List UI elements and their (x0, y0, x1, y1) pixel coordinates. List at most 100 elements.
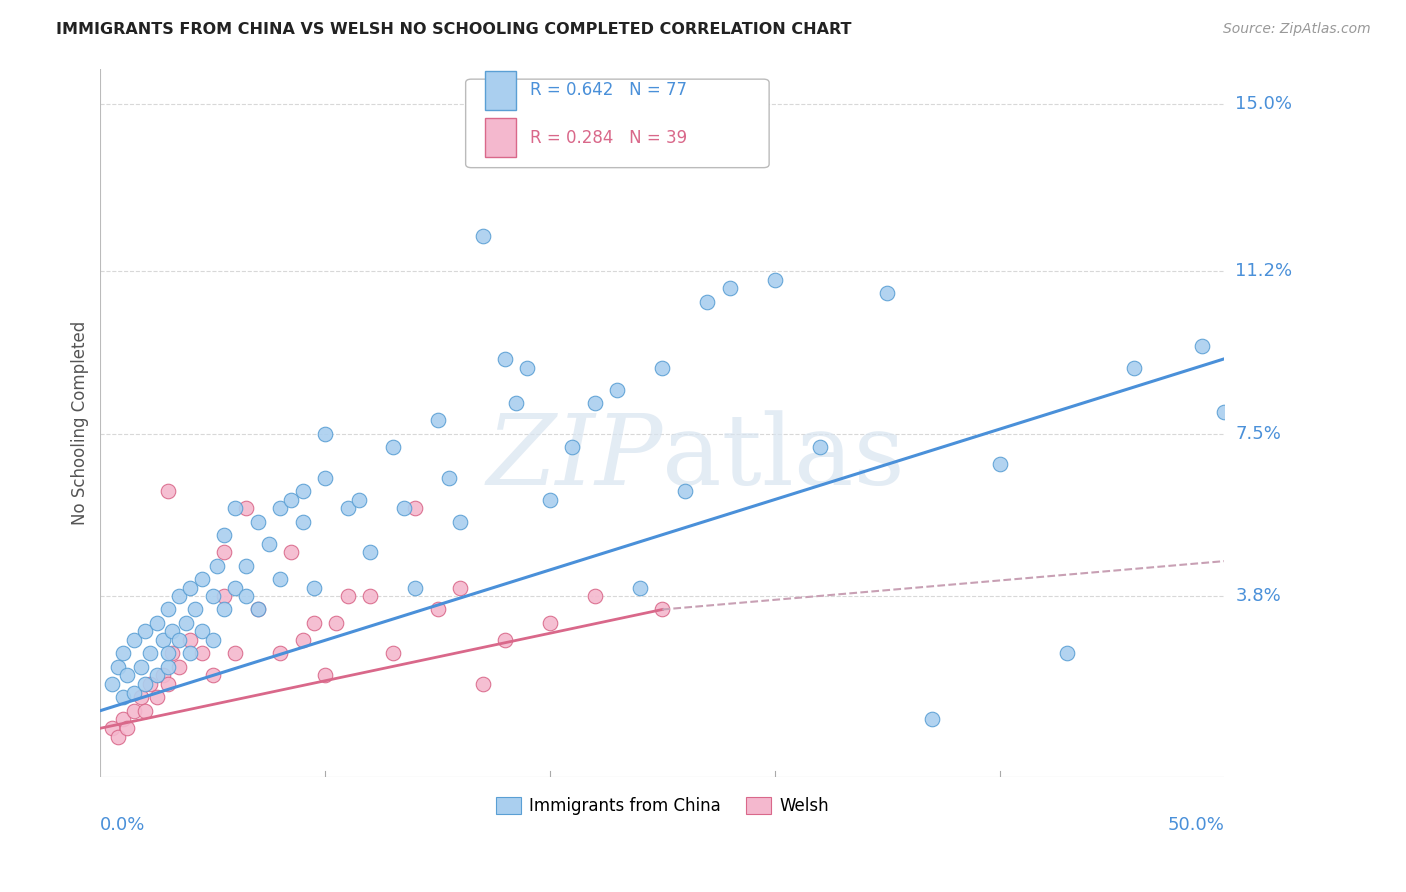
Point (336, 589, 359, 603)
Point (139, 677, 162, 691)
Point (763, 272, 786, 286)
Text: 3.8%: 3.8% (1236, 587, 1281, 606)
FancyBboxPatch shape (485, 70, 516, 110)
Point (359, 545, 381, 559)
Text: Source: ZipAtlas.com: Source: ZipAtlas.com (1223, 22, 1371, 37)
Point (1213, 404, 1236, 418)
Point (583, 396, 606, 410)
Point (449, 581, 471, 595)
Point (651, 360, 673, 375)
Point (718, 281, 741, 295)
Point (117, 721, 139, 735)
Point (673, 483, 696, 498)
Point (179, 633, 201, 648)
Point (134, 704, 156, 718)
Point (314, 426, 336, 441)
Point (156, 602, 179, 616)
Point (314, 470, 336, 484)
Point (269, 572, 291, 586)
Point (100, 677, 122, 691)
Text: ZIP: ZIP (486, 410, 662, 506)
Text: 7.5%: 7.5% (1236, 425, 1281, 442)
Point (134, 624, 156, 639)
Point (988, 458, 1011, 472)
Point (117, 668, 139, 682)
Point (179, 647, 201, 661)
Point (538, 492, 561, 507)
Point (404, 501, 426, 516)
Text: IMMIGRANTS FROM CHINA VS WELSH NO SCHOOLING COMPLETED CORRELATION CHART: IMMIGRANTS FROM CHINA VS WELSH NO SCHOOL… (56, 22, 852, 37)
Point (404, 581, 426, 595)
Point (583, 589, 606, 603)
Point (257, 536, 280, 550)
Point (302, 581, 325, 595)
Point (1123, 360, 1146, 375)
Point (212, 589, 235, 603)
Point (122, 633, 145, 648)
Point (235, 501, 257, 516)
Point (190, 572, 212, 586)
Y-axis label: No Schooling Completed: No Schooling Completed (72, 320, 89, 524)
Point (212, 527, 235, 541)
Point (190, 624, 212, 639)
FancyBboxPatch shape (485, 118, 516, 157)
Point (291, 483, 314, 498)
Point (111, 647, 134, 661)
Text: atlas: atlas (662, 410, 905, 506)
Point (162, 647, 184, 661)
Point (167, 589, 190, 603)
Point (201, 589, 224, 603)
Point (280, 492, 302, 507)
Point (224, 581, 246, 595)
Point (808, 440, 831, 454)
Text: R = 0.642   N = 77: R = 0.642 N = 77 (530, 81, 686, 99)
Point (235, 589, 257, 603)
Point (437, 470, 460, 484)
Text: 15.0%: 15.0% (1236, 95, 1292, 112)
Point (426, 602, 449, 616)
Point (628, 581, 651, 595)
FancyBboxPatch shape (465, 79, 769, 168)
Point (876, 285, 898, 300)
Point (184, 602, 207, 616)
Point (291, 515, 314, 529)
Point (280, 545, 302, 559)
Point (516, 360, 538, 375)
Point (201, 633, 224, 648)
Point (246, 602, 269, 616)
Point (129, 690, 152, 705)
Point (269, 647, 291, 661)
Point (325, 615, 347, 630)
Point (145, 690, 167, 705)
Point (224, 501, 246, 516)
Point (538, 615, 561, 630)
Point (1056, 647, 1078, 661)
Point (212, 545, 235, 559)
Legend: Immigrants from China, Welsh: Immigrants from China, Welsh (489, 790, 835, 822)
Point (156, 647, 179, 661)
Text: R = 0.284   N = 39: R = 0.284 N = 39 (530, 128, 688, 146)
Point (269, 501, 291, 516)
Point (100, 721, 122, 735)
Point (139, 647, 162, 661)
Point (179, 581, 201, 595)
Point (129, 659, 152, 673)
Point (381, 647, 404, 661)
Point (145, 615, 167, 630)
Point (471, 677, 494, 691)
Point (381, 440, 404, 454)
Point (471, 228, 494, 243)
Point (152, 633, 174, 648)
Point (111, 690, 134, 705)
Point (145, 668, 167, 682)
Point (291, 633, 314, 648)
Point (921, 713, 943, 727)
Point (122, 704, 145, 718)
Point (122, 686, 145, 700)
Point (1191, 338, 1213, 352)
Point (246, 515, 269, 529)
Point (207, 558, 229, 573)
Point (392, 501, 415, 516)
Point (224, 647, 246, 661)
Point (651, 602, 673, 616)
